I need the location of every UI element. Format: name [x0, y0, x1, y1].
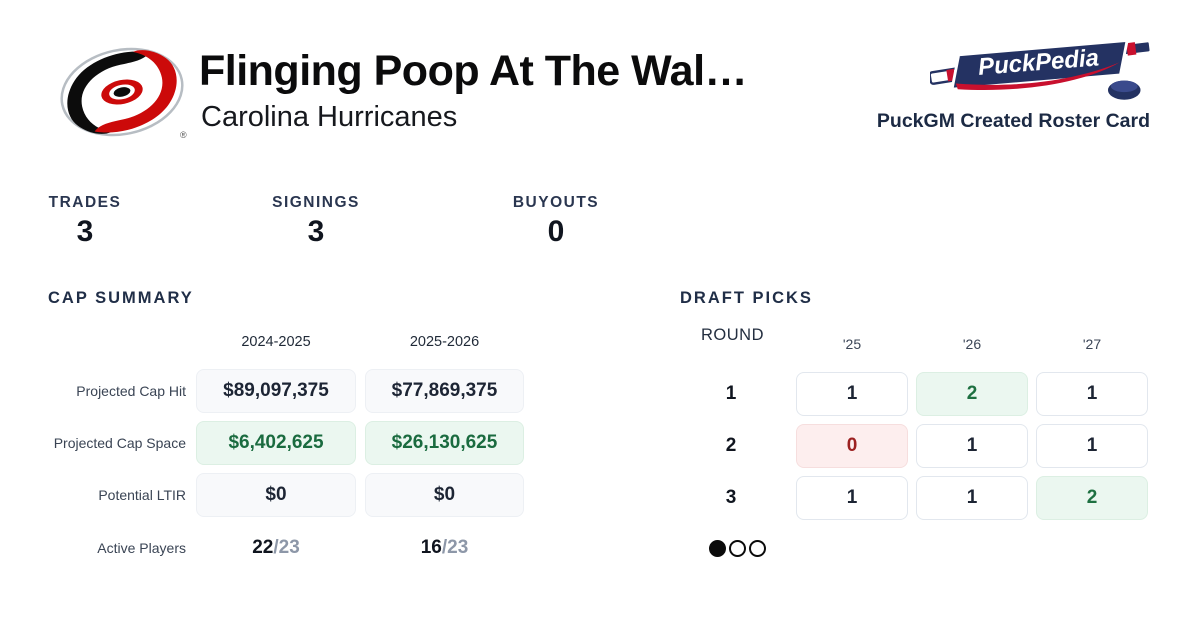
- stat-trades-value: 3: [76, 215, 94, 248]
- pick-r1-26: 2: [916, 372, 1028, 416]
- active-players-2025: 16/23: [365, 526, 524, 570]
- round-1-label: 1: [725, 383, 737, 404]
- cap-space-2024: $6,402,625: [196, 421, 356, 465]
- pagination-dot-2[interactable]: [729, 540, 746, 557]
- row-label-projected-cap-space: Projected Cap Space: [53, 435, 186, 451]
- pick-r3-27: 2: [1036, 476, 1148, 520]
- registered-mark: ®: [180, 130, 187, 140]
- cap-column-2024-2025: 2024-2025: [241, 334, 311, 350]
- brand-caption: PuckGM Created Roster Card: [876, 110, 1150, 132]
- stat-signings-value: 3: [307, 215, 325, 248]
- cap-hit-2024: $89,097,375: [196, 369, 356, 413]
- row-label-projected-cap-hit: Projected Cap Hit: [76, 383, 186, 399]
- pagination-dot-1[interactable]: [709, 540, 726, 557]
- cap-column-2025-2026: 2025-2026: [409, 334, 480, 350]
- carolina-hurricanes-logo-icon: ®: [60, 47, 187, 140]
- active-players-2025-current: 16: [420, 537, 442, 558]
- draft-column-27: '27: [1082, 336, 1102, 352]
- ltir-2024: $0: [196, 473, 356, 517]
- stat-signings-label: SIGNINGS: [272, 194, 360, 211]
- stat-buyouts-label: BUYOUTS: [512, 194, 600, 211]
- active-players-2025-total: /23: [441, 537, 469, 558]
- pick-r2-27: 1: [1036, 424, 1148, 468]
- cap-summary-title: CAP SUMMARY: [48, 289, 194, 307]
- row-label-potential-ltir: Potential LTIR: [98, 487, 186, 503]
- stat-buyouts-value: 0: [547, 215, 565, 248]
- draft-column-26: '26: [962, 336, 982, 352]
- page-title: Flinging Poop At The Wal…: [199, 47, 748, 95]
- cap-hit-2025: $77,869,375: [365, 369, 524, 413]
- pick-r3-26: 1: [916, 476, 1028, 520]
- round-2-label: 2: [725, 435, 737, 456]
- draft-column-25: '25: [842, 336, 862, 352]
- pick-r3-25: 1: [796, 476, 908, 520]
- pick-r2-25: 0: [796, 424, 908, 468]
- stat-buyouts: BUYOUTS 0: [513, 194, 599, 249]
- row-label-active-players: Active Players: [97, 540, 186, 556]
- puckpedia-logo-icon: PuckPedia: [930, 38, 1151, 102]
- cap-space-2025: $26,130,625: [365, 421, 524, 465]
- active-players-2024: 22/23: [196, 526, 356, 570]
- active-players-2024-total: /23: [273, 537, 300, 558]
- pagination: [709, 540, 766, 557]
- active-players-2024-current: 22: [252, 537, 274, 558]
- pick-r2-26: 1: [916, 424, 1028, 468]
- draft-picks-title: DRAFT PICKS: [680, 289, 813, 307]
- stat-trades: TRADES 3: [49, 194, 122, 249]
- pick-r1-25: 1: [796, 372, 908, 416]
- pagination-dot-3[interactable]: [749, 540, 766, 557]
- ltir-2025: $0: [365, 473, 524, 517]
- team-name: Carolina Hurricanes: [201, 101, 458, 133]
- pick-r1-27: 1: [1036, 372, 1148, 416]
- round-column-label: ROUND: [701, 326, 764, 344]
- round-3-label: 3: [725, 487, 737, 508]
- stat-trades-label: TRADES: [48, 194, 122, 211]
- stat-signings: SIGNINGS 3: [272, 194, 360, 249]
